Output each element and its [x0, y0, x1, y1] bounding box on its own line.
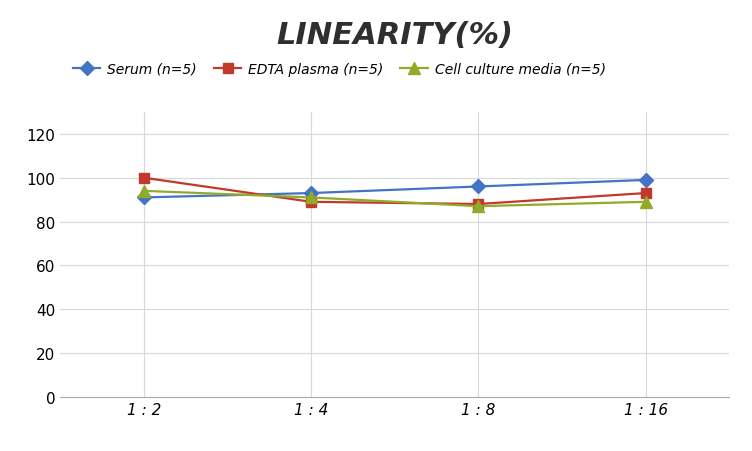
- Cell culture media (n=5): [307, 195, 316, 201]
- Line: Cell culture media (n=5): Cell culture media (n=5): [138, 186, 651, 212]
- Legend: Serum (n=5), EDTA plasma (n=5), Cell culture media (n=5): Serum (n=5), EDTA plasma (n=5), Cell cul…: [67, 57, 611, 82]
- Cell culture media (n=5): [474, 204, 483, 209]
- Serum (n=5): [641, 178, 650, 183]
- EDTA plasma (n=5): [474, 202, 483, 207]
- Cell culture media (n=5): [139, 189, 148, 194]
- EDTA plasma (n=5): [139, 175, 148, 181]
- Serum (n=5): [474, 184, 483, 190]
- Line: EDTA plasma (n=5): EDTA plasma (n=5): [139, 174, 650, 209]
- Line: Serum (n=5): Serum (n=5): [139, 175, 650, 203]
- Title: LINEARITY(%): LINEARITY(%): [276, 20, 514, 50]
- Cell culture media (n=5): [641, 200, 650, 205]
- EDTA plasma (n=5): [641, 191, 650, 196]
- EDTA plasma (n=5): [307, 200, 316, 205]
- Serum (n=5): [307, 191, 316, 196]
- Serum (n=5): [139, 195, 148, 201]
